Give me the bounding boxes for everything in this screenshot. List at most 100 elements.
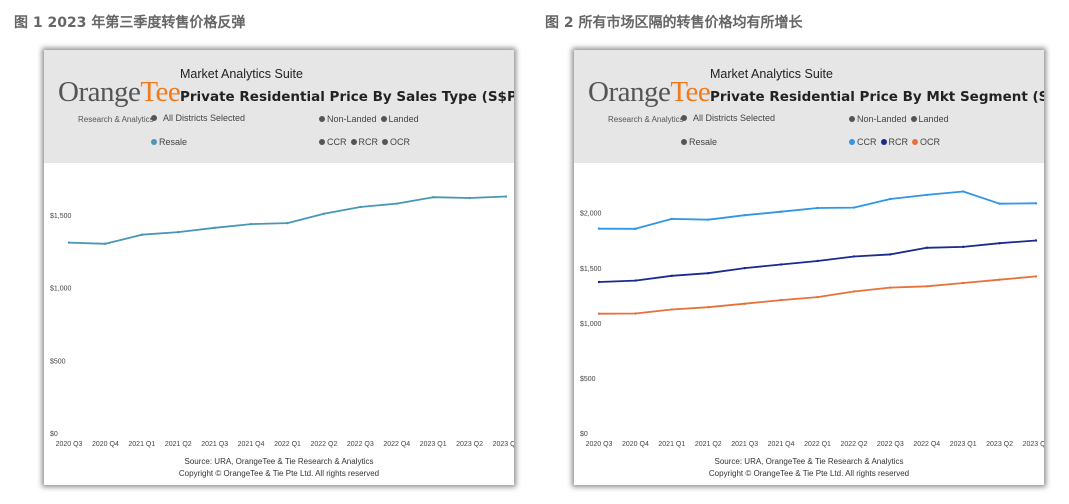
data-point-ccr[interactable] <box>889 197 892 201</box>
segment-filter[interactable]: CCR RCR OCR <box>319 137 414 147</box>
filter-non-landed[interactable]: Non-Landed <box>849 114 907 124</box>
district-filter[interactable]: All Districts Selected <box>151 113 245 123</box>
data-point-ocr[interactable] <box>925 285 928 288</box>
x-tick-label: 2021 Q4 <box>768 441 795 448</box>
filter-landed[interactable]: Landed <box>910 114 949 124</box>
data-point-ocr[interactable] <box>852 290 856 293</box>
series-line-ccr[interactable] <box>598 190 1037 230</box>
data-point-resale[interactable] <box>322 212 326 216</box>
data-point-ccr[interactable] <box>634 227 637 231</box>
data-point-ccr[interactable] <box>779 210 783 213</box>
dot-icon <box>849 116 855 122</box>
data-point-resale[interactable] <box>359 205 362 209</box>
data-point-ccr[interactable] <box>852 206 856 209</box>
data-point-rcr[interactable] <box>707 271 710 275</box>
chart-title: Private Residential Price By Sales Type … <box>180 89 514 105</box>
data-point-resale[interactable] <box>67 241 71 244</box>
data-point-ocr[interactable] <box>634 312 637 315</box>
series-line-ocr[interactable] <box>598 275 1037 315</box>
data-point-resale[interactable] <box>213 226 216 229</box>
x-tick-label: 2022 Q1 <box>804 441 831 448</box>
filter-resale-label: Resale <box>159 137 188 147</box>
x-tick-label: 2021 Q4 <box>238 441 265 448</box>
data-point-rcr[interactable] <box>889 253 892 256</box>
sale-type-filter[interactable]: Resale <box>681 137 721 147</box>
data-point-ccr[interactable] <box>925 193 928 197</box>
data-point-resale[interactable] <box>249 222 253 226</box>
data-point-rcr[interactable] <box>743 266 746 270</box>
x-tick-label: 2021 Q1 <box>658 441 685 448</box>
x-tick-label: 2020 Q4 <box>622 441 649 448</box>
filter-ccr[interactable]: CCR <box>319 137 347 147</box>
x-tick-label: 2020 Q4 <box>92 441 119 448</box>
filter-resale[interactable]: Resale <box>681 137 717 147</box>
x-tick-label: 2022 Q2 <box>840 441 867 448</box>
data-point-rcr[interactable] <box>925 246 928 249</box>
data-point-resale[interactable] <box>504 195 508 198</box>
data-point-ccr[interactable] <box>816 206 819 210</box>
filter-landed[interactable]: Landed <box>380 114 419 124</box>
data-point-ocr[interactable] <box>707 306 710 309</box>
dot-icon <box>880 139 887 145</box>
data-point-rcr[interactable] <box>1034 239 1038 242</box>
dot-icon <box>912 139 918 145</box>
sale-type-filter[interactable]: Resale <box>151 137 191 147</box>
data-point-resale[interactable] <box>468 196 471 200</box>
data-point-ocr[interactable] <box>779 298 783 302</box>
data-point-resale[interactable] <box>104 242 107 245</box>
filter-non-landed[interactable]: Non-Landed <box>319 114 377 124</box>
segment-legend[interactable]: CCR RCR OCR <box>849 137 944 147</box>
filter-ocr[interactable]: OCR <box>382 137 410 147</box>
data-point-ocr[interactable] <box>743 302 746 305</box>
x-tick-label: 2022 Q4 <box>913 441 940 448</box>
data-point-resale[interactable] <box>140 233 144 236</box>
data-point-rcr[interactable] <box>779 263 783 266</box>
legend-rcr[interactable]: RCR <box>880 137 908 147</box>
data-point-ccr[interactable] <box>961 190 965 193</box>
data-point-ocr[interactable] <box>1034 275 1038 278</box>
data-point-rcr[interactable] <box>852 255 856 258</box>
data-point-ocr[interactable] <box>597 312 601 315</box>
data-point-rcr[interactable] <box>998 242 1001 245</box>
data-point-rcr[interactable] <box>670 274 674 278</box>
x-tick-label: 2022 Q1 <box>274 441 301 448</box>
data-point-resale[interactable] <box>395 202 398 205</box>
property-type-filter[interactable]: Non-Landed Landed <box>849 114 953 124</box>
data-point-resale[interactable] <box>431 196 435 199</box>
source-note: Source: URA, OrangeTee & Tie Research & … <box>714 457 904 466</box>
legend-ccr[interactable]: CCR <box>849 137 877 147</box>
data-point-resale[interactable] <box>177 230 180 234</box>
data-point-ocr[interactable] <box>816 295 819 299</box>
x-tick-label: 2021 Q3 <box>731 441 758 448</box>
dot-icon <box>350 139 357 145</box>
data-point-rcr[interactable] <box>816 259 819 263</box>
y-tick-label: $500 <box>50 358 66 365</box>
data-point-ccr[interactable] <box>670 217 674 221</box>
series-line-resale[interactable] <box>68 195 507 245</box>
filter-rcr[interactable]: RCR <box>350 137 378 147</box>
data-point-ccr[interactable] <box>743 213 746 217</box>
property-type-filter[interactable]: Non-Landed Landed <box>319 114 423 124</box>
data-point-ocr[interactable] <box>670 308 674 311</box>
data-point-ocr[interactable] <box>998 278 1001 281</box>
district-filter-label: All Districts Selected <box>163 113 246 123</box>
data-point-resale[interactable] <box>286 221 289 225</box>
legend-ocr[interactable]: OCR <box>912 137 940 147</box>
data-point-ccr[interactable] <box>998 202 1001 205</box>
district-filter[interactable]: All Districts Selected <box>681 113 775 123</box>
data-point-ccr[interactable] <box>597 227 601 230</box>
data-point-rcr[interactable] <box>634 279 637 282</box>
line-chart-sales-type: $0 $500 $1,000 $1,500 2020 Q3 2020 Q4 2021 Q1 2… <box>50 195 514 448</box>
dot-icon <box>319 116 325 122</box>
data-point-ccr[interactable] <box>1034 202 1038 205</box>
dot-icon <box>849 139 855 145</box>
filter-resale[interactable]: Resale <box>151 137 187 147</box>
filter-resale-label: Resale <box>689 137 718 147</box>
logo-subtitle: Research & Analytics <box>608 115 684 124</box>
data-point-rcr[interactable] <box>961 245 965 249</box>
data-point-ccr[interactable] <box>707 218 710 221</box>
data-point-ocr[interactable] <box>889 286 892 289</box>
data-point-ocr[interactable] <box>961 281 965 285</box>
orangetee-logo: OrangeTee <box>588 76 711 109</box>
data-point-rcr[interactable] <box>597 280 601 284</box>
